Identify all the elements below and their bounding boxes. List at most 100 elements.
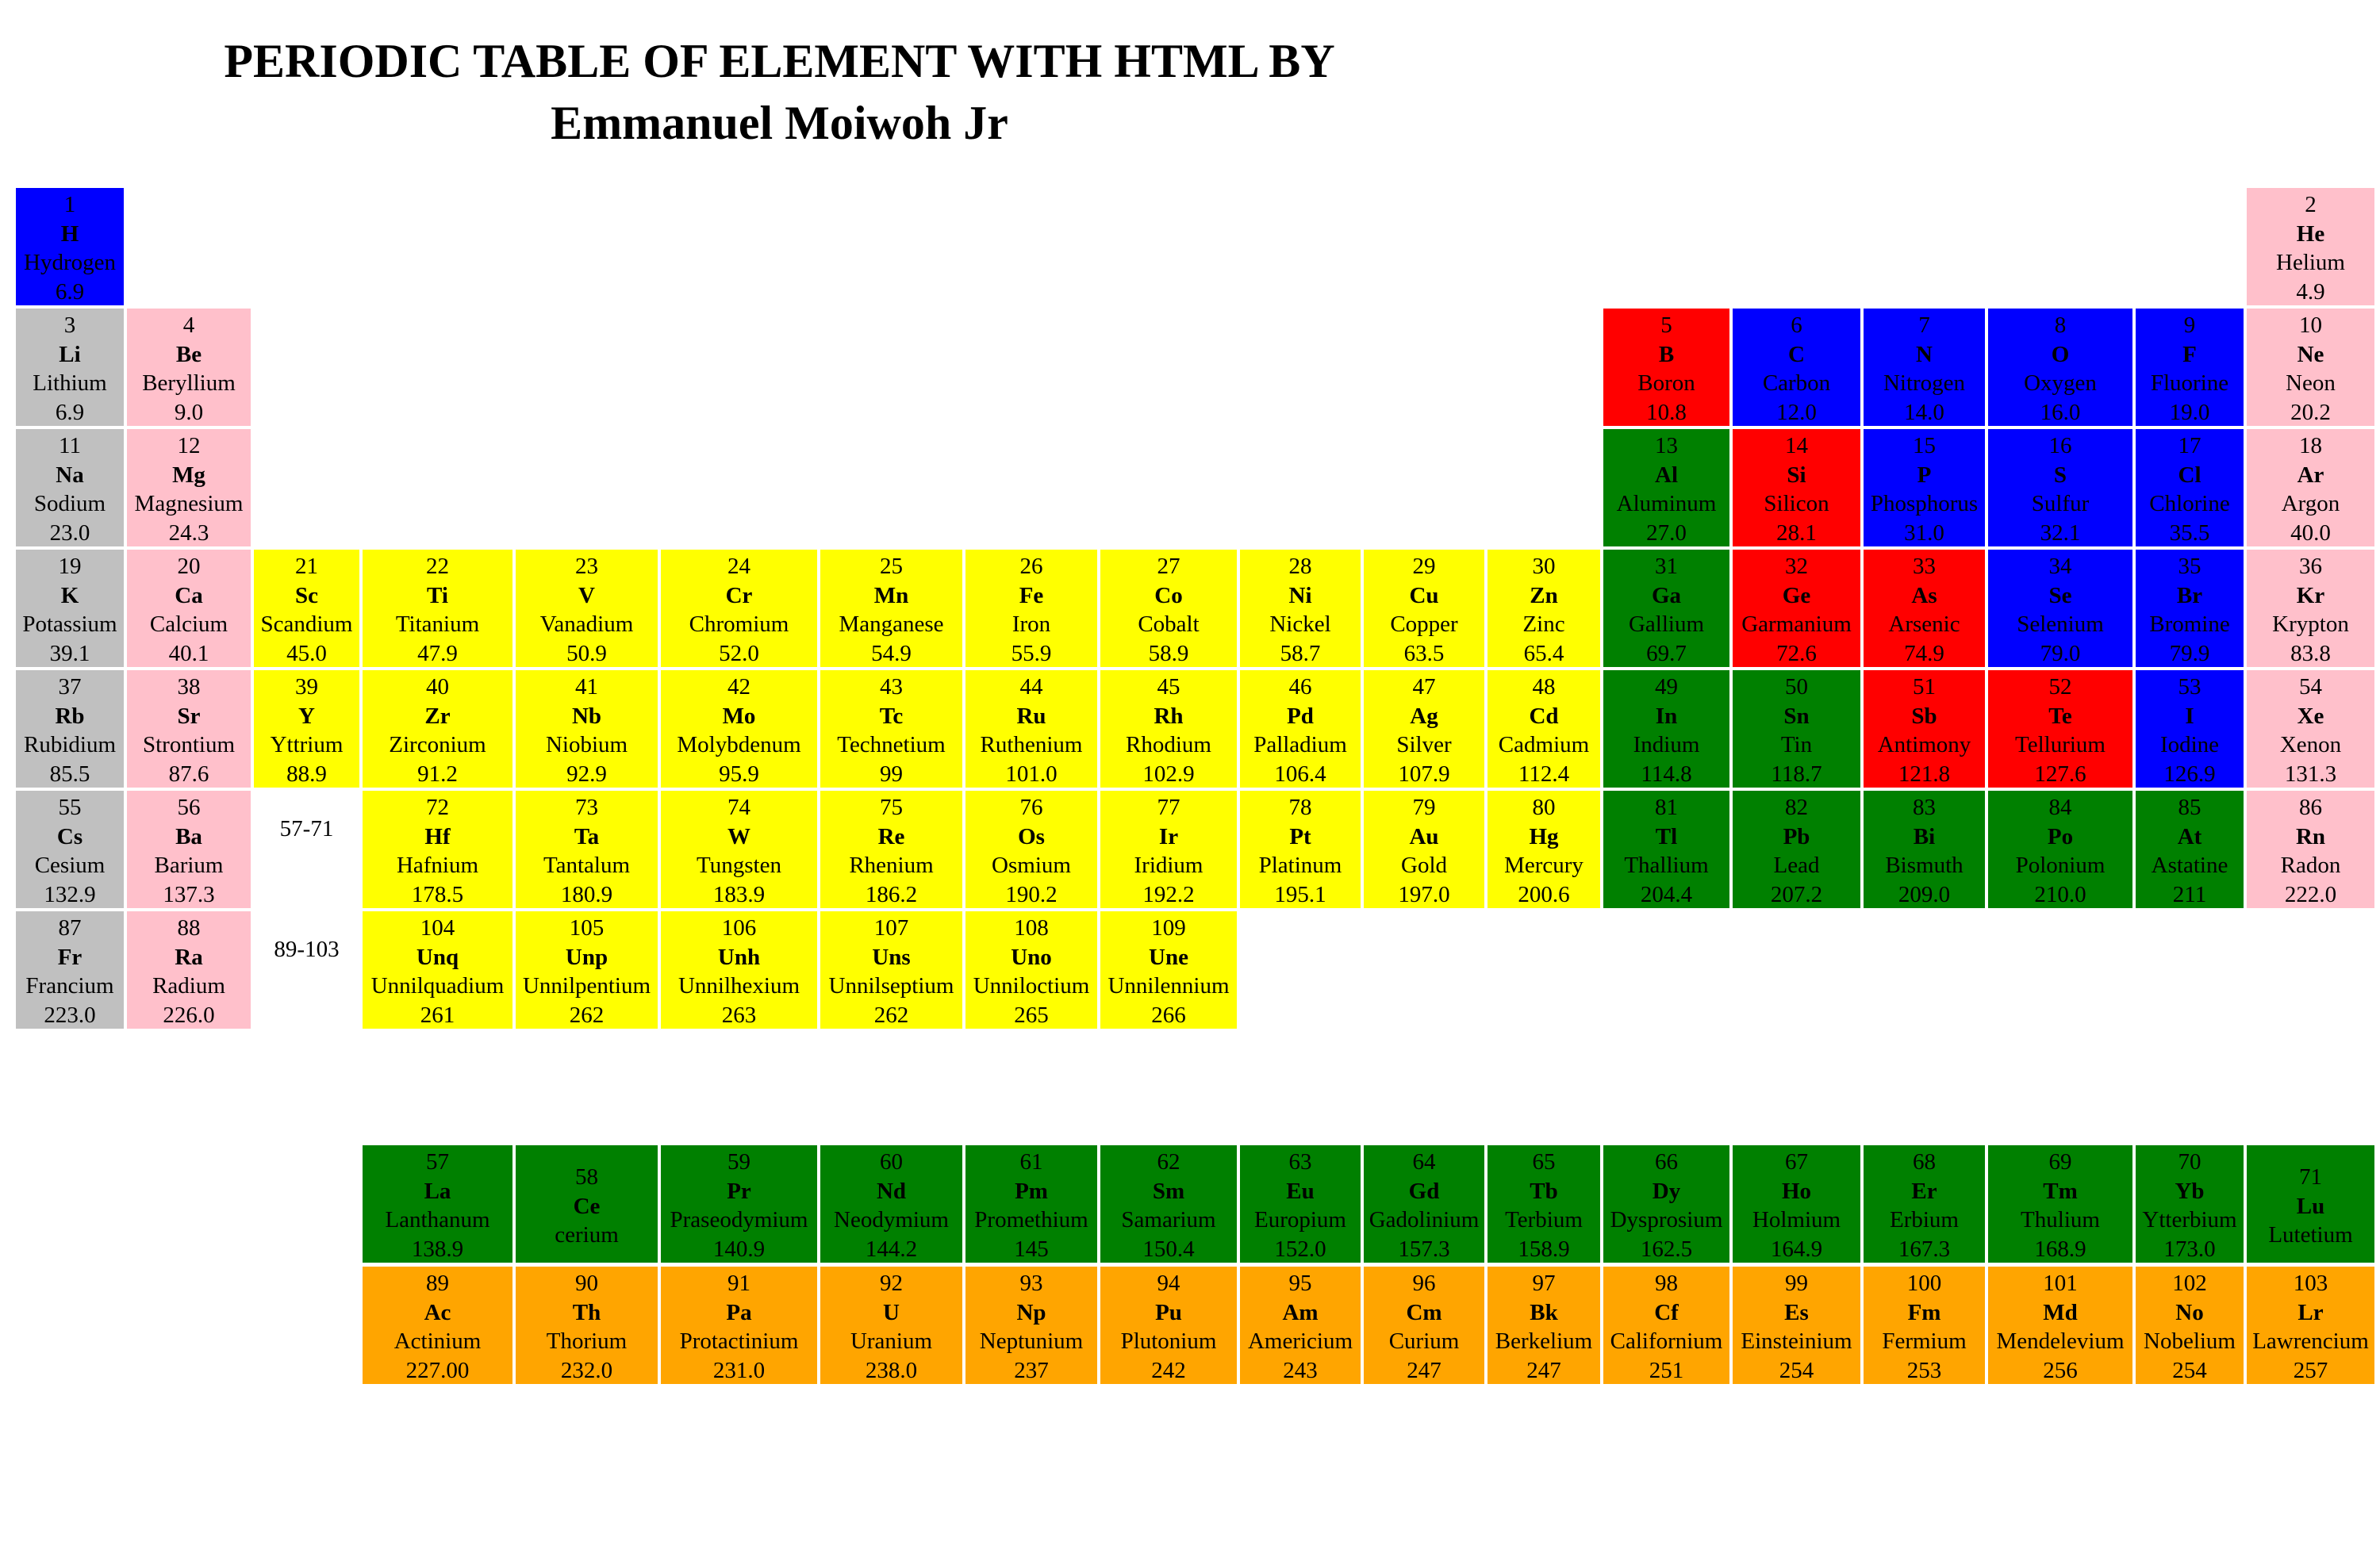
- element-cell-hf: 72 Hf Hafnium 178.5: [363, 791, 512, 908]
- element-mass: 101.0: [1005, 761, 1058, 787]
- element-name: Unnilennium: [1107, 973, 1230, 999]
- element-symbol: B: [1658, 341, 1675, 367]
- element-symbol: Te: [2048, 703, 2072, 729]
- element-cell-zn: 30 Zn Zinc 65.4: [1488, 550, 1600, 667]
- element-mass: 257: [2293, 1357, 2328, 1383]
- element-name: cerium: [555, 1222, 619, 1248]
- element-mass: 211: [2172, 881, 2207, 907]
- element-symbol: Unp: [565, 944, 608, 970]
- element-cell-tl: 81 Tl Thallium 204.4: [1603, 791, 1729, 908]
- element-mass: 152.0: [1274, 1236, 1326, 1262]
- element-mass: 79.0: [2040, 640, 2081, 666]
- element-name: Ruthenium: [980, 732, 1083, 757]
- element-mass: 222.0: [2284, 881, 2337, 907]
- element-mass: 10.8: [1646, 399, 1687, 425]
- element-symbol: F: [2182, 341, 2197, 367]
- element-cell-u: 92 U Uranium 238.0: [820, 1267, 962, 1384]
- element-mass: 254: [2172, 1357, 2207, 1383]
- element-cell-po: 84 Po Polonium 210.0: [1988, 791, 2132, 908]
- element-symbol: Y: [298, 703, 315, 729]
- element-mass: 16.0: [2040, 399, 2081, 425]
- element-symbol: Mo: [722, 703, 756, 729]
- element-name: Gadolinium: [1368, 1207, 1480, 1233]
- element-mass: 210.0: [2034, 881, 2086, 907]
- element-name: Gallium: [1628, 611, 1705, 637]
- element-mass: 227.00: [405, 1357, 470, 1383]
- element-cell-bi: 83 Bi Bismuth 209.0: [1864, 791, 1985, 908]
- element-cell-ta: 73 Ta Tantalum 180.9: [516, 791, 658, 908]
- element-number: 32: [1785, 554, 1808, 579]
- element-mass: 132.9: [44, 881, 96, 907]
- element-cell-mg: 12 Mg Magnesium 24.3: [127, 429, 251, 546]
- element-name: Cesium: [34, 853, 106, 878]
- element-symbol: Ru: [1016, 703, 1046, 729]
- element-name: Thorium: [546, 1328, 628, 1354]
- element-number: 24: [727, 554, 750, 579]
- element-number: 43: [880, 674, 903, 700]
- element-number: 60: [880, 1149, 903, 1175]
- element-cell-o: 8 O Oxygen 16.0: [1988, 309, 2132, 426]
- element-mass: 266: [1151, 1002, 1186, 1028]
- element-number: 76: [1019, 795, 1043, 820]
- element-mass: 168.9: [2034, 1236, 2086, 1262]
- element-cell-fm: 100 Fm Fermium 253: [1864, 1267, 1985, 1384]
- element-mass: 6.9: [55, 278, 85, 305]
- element-cell-bk: 97 Bk Berkelium 247: [1488, 1267, 1600, 1384]
- element-name: Gold: [1401, 853, 1447, 878]
- element-mass: 32.1: [2040, 519, 2081, 546]
- element-name: Hydrogen: [24, 250, 116, 275]
- element-symbol: Co: [1154, 582, 1183, 608]
- element-mass: 209.0: [1898, 881, 1951, 907]
- element-number: 35: [2178, 554, 2202, 579]
- element-number: 108: [1014, 915, 1049, 941]
- element-symbol: Sc: [295, 582, 318, 608]
- element-cell-la: 57 La Lanthanum 138.9: [363, 1145, 512, 1263]
- element-name: Zinc: [1522, 611, 1565, 637]
- element-symbol: P: [1917, 462, 1932, 488]
- element-cell-at: 85 At Astatine 211: [2136, 791, 2244, 908]
- element-mass: 107.9: [1398, 761, 1450, 787]
- element-mass: 251: [1649, 1357, 1684, 1383]
- element-mass: 180.9: [560, 881, 613, 907]
- element-symbol: Tb: [1530, 1178, 1558, 1204]
- element-mass: 237: [1014, 1357, 1049, 1383]
- element-name: Cadmium: [1498, 732, 1590, 757]
- element-cell-as: 33 As Arsenic 74.9: [1864, 550, 1985, 667]
- element-symbol: Ba: [175, 823, 202, 849]
- element-cell-tc: 43 Tc Technetium 99: [820, 670, 962, 788]
- element-symbol: Hg: [1529, 823, 1559, 849]
- element-number: 16: [2048, 433, 2072, 458]
- element-symbol: Ni: [1288, 582, 1312, 608]
- element-cell-cr: 24 Cr Chromium 52.0: [661, 550, 817, 667]
- element-name: Iridium: [1134, 853, 1203, 878]
- element-symbol: Uns: [872, 944, 911, 970]
- element-number: 59: [727, 1149, 750, 1175]
- element-name: Lawrencium: [2252, 1328, 2369, 1354]
- element-number: 29: [1412, 554, 1436, 579]
- element-cell-s: 16 S Sulfur 32.1: [1988, 429, 2132, 546]
- element-mass: 31.0: [1904, 519, 1944, 546]
- element-mass: 263: [721, 1002, 757, 1028]
- element-cell-p: 15 P Phosphorus 31.0: [1864, 429, 1985, 546]
- element-cell-es: 99 Es Einsteinium 254: [1733, 1267, 1860, 1384]
- element-cell-he: 2 He Helium 4.9: [2247, 188, 2374, 305]
- element-cell-cs: 55 Cs Cesium 132.9: [16, 791, 124, 908]
- element-number: 14: [1785, 433, 1808, 458]
- element-name: Silver: [1396, 732, 1452, 757]
- element-name: Neptunium: [979, 1328, 1084, 1354]
- title-line-1: PERIODIC TABLE OF ELEMENT WITH HTML BY: [224, 35, 1335, 87]
- element-mass: 19.0: [2169, 399, 2210, 425]
- element-symbol: Md: [2043, 1299, 2078, 1325]
- element-mass: 200.6: [1518, 881, 1570, 907]
- element-symbol: Rh: [1154, 703, 1184, 729]
- element-name: Tungsten: [697, 853, 781, 878]
- element-symbol: Ag: [1410, 703, 1438, 729]
- element-symbol: Unh: [717, 944, 761, 970]
- element-number: 20: [177, 554, 201, 579]
- element-name: Lead: [1773, 853, 1820, 878]
- element-number: 97: [1532, 1271, 1556, 1296]
- element-number: 31: [1655, 554, 1678, 579]
- title-line-2: Emmanuel Moiwoh Jr: [551, 97, 1008, 149]
- element-cell-cd: 48 Cd Cadmium 112.4: [1488, 670, 1600, 788]
- element-cell-pb: 82 Pb Lead 207.2: [1733, 791, 1860, 908]
